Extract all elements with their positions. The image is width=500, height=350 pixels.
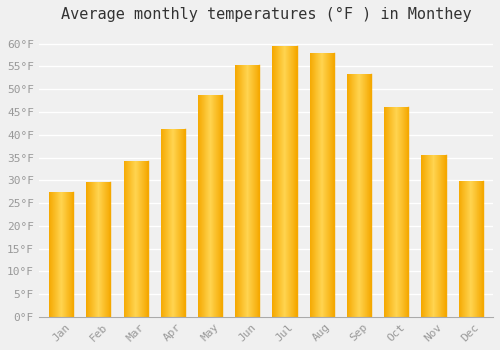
Title: Average monthly temperatures (°F ) in Monthey: Average monthly temperatures (°F ) in Mo… bbox=[60, 7, 471, 22]
